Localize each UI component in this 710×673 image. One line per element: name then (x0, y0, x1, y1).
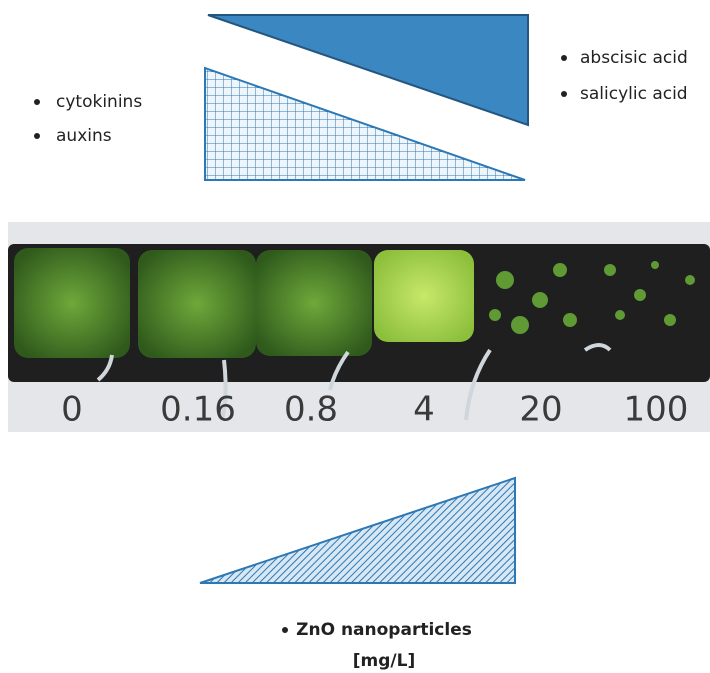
bullet (282, 627, 288, 633)
concentration-label: 100 (624, 390, 689, 430)
list-item: salicylic acid (580, 84, 688, 104)
concentration-label: 4 (413, 390, 435, 430)
bullet (34, 99, 40, 105)
footer-label: ZnO nanoparticles (296, 620, 472, 640)
sparse-plants (489, 261, 695, 334)
bullet (34, 133, 40, 139)
left-list: cytokinins auxins (34, 92, 142, 146)
photo: 0 0.16 0.8 4 20 100 (8, 222, 710, 432)
list-item: abscisic acid (580, 48, 688, 68)
plants (256, 250, 372, 356)
tubes (96, 343, 612, 421)
list-item: cytokinins (56, 92, 142, 112)
concentration-label: 0.16 (160, 390, 236, 430)
right-list: abscisic acid salicylic acid (561, 48, 688, 104)
plants (138, 250, 256, 358)
concentration-label: 0.8 (284, 390, 338, 430)
list-item: auxins (56, 126, 112, 146)
plants (374, 250, 474, 342)
decreasing-triangle (207, 14, 529, 127)
footer-unit: [mg/L] (353, 651, 415, 671)
grid-triangle (204, 66, 526, 181)
increasing-triangle (199, 476, 516, 584)
plants (14, 248, 130, 358)
concentration-label: 0 (61, 390, 83, 430)
bullet (561, 91, 567, 97)
bullet (561, 55, 567, 61)
concentration-label: 20 (519, 390, 562, 430)
